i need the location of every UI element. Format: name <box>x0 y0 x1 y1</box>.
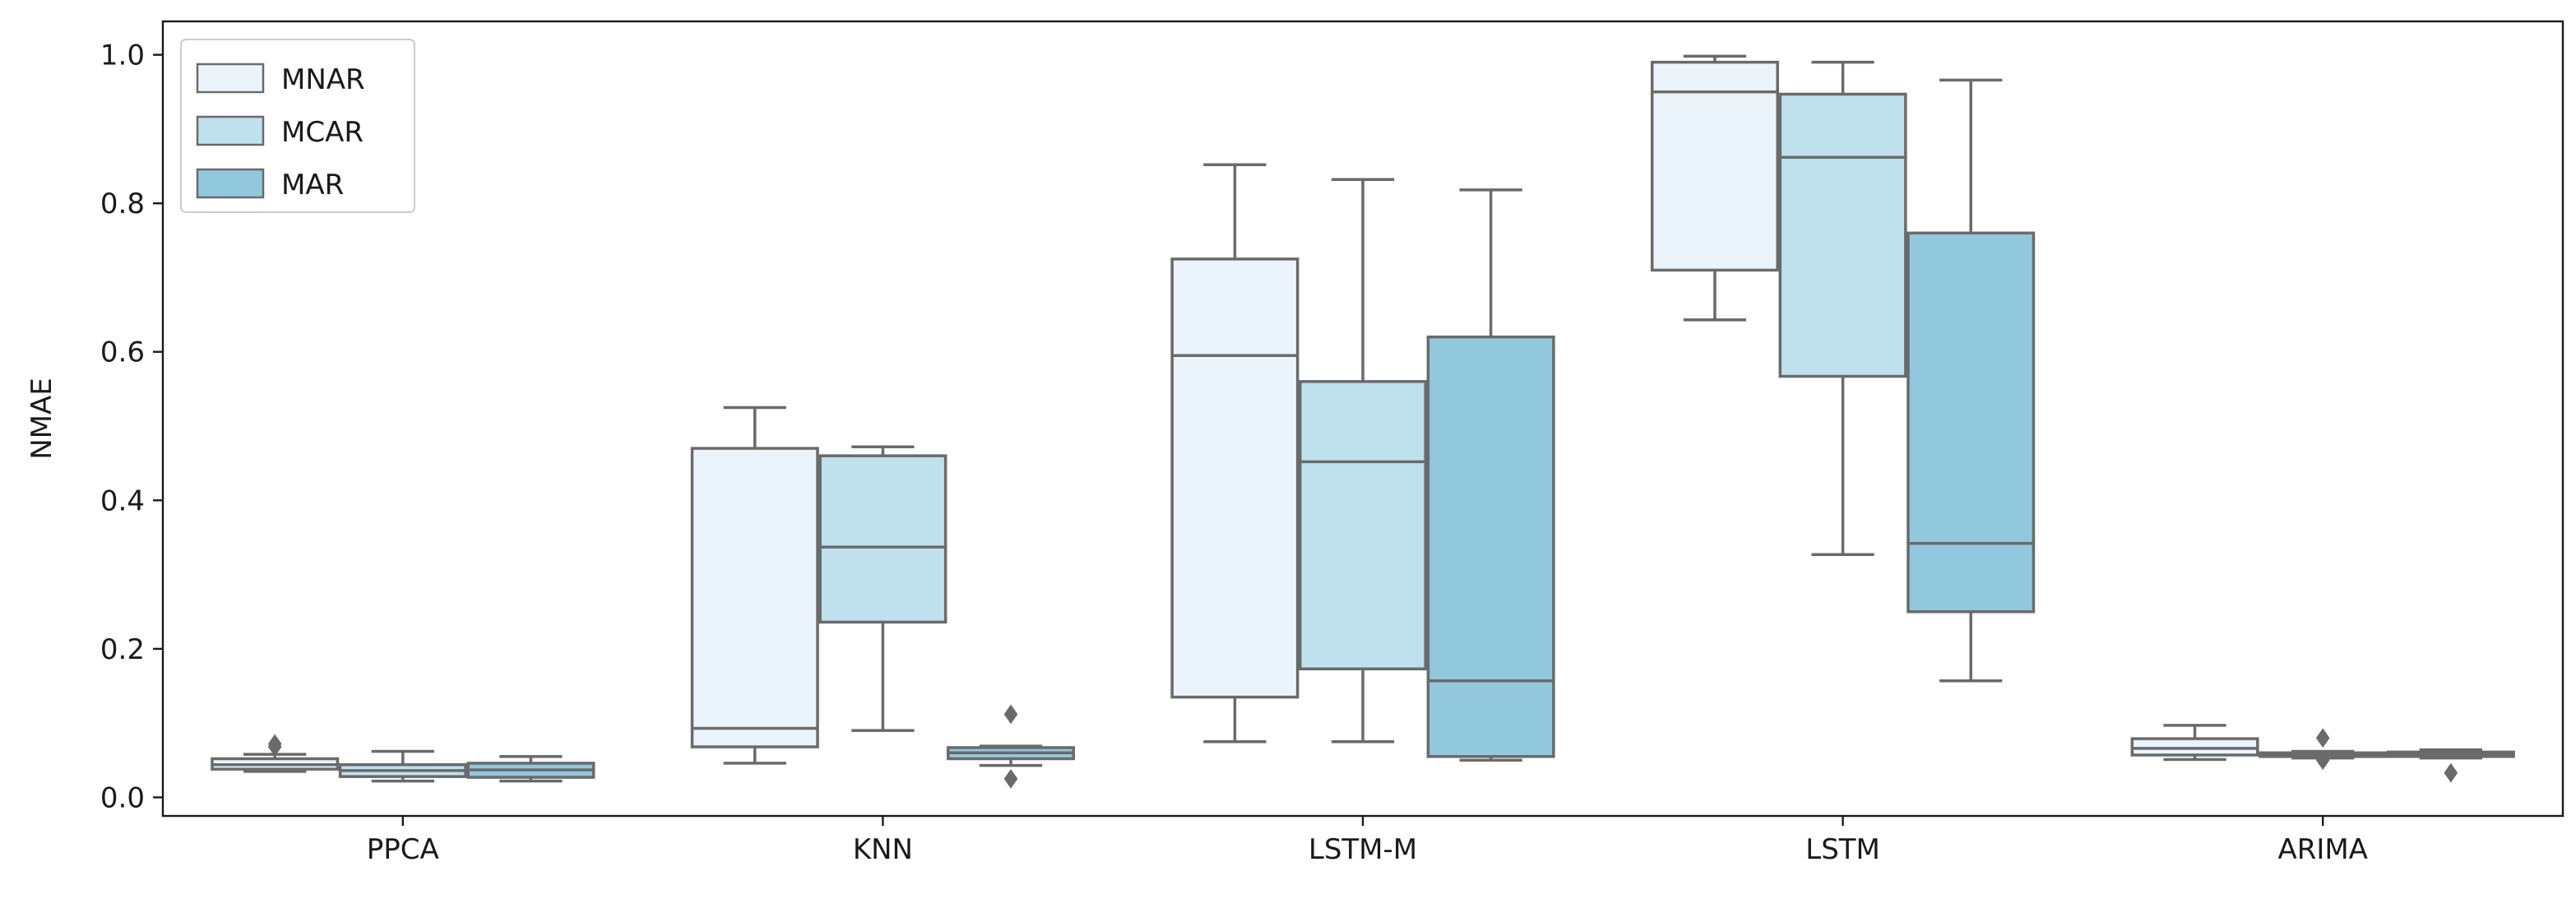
outlier-point <box>2315 750 2330 771</box>
x-tick-label: LSTM-M <box>1309 833 1417 866</box>
x-tick-label: PPCA <box>367 833 439 866</box>
x-tick-label: ARIMA <box>2277 833 2368 866</box>
y-axis-label: NMAE <box>25 378 58 460</box>
box-mar-arima <box>2386 748 2515 783</box>
y-tick-label: 1.0 <box>100 39 145 72</box>
iqr-box <box>1426 335 1555 758</box>
box-mnar-knn <box>690 405 819 765</box>
legend-label: MAR <box>281 169 344 202</box>
outlier-point <box>1003 768 1018 789</box>
iqr-box <box>1298 380 1428 670</box>
axes-layer: 0.0 0.2 0.4 0.6 0.8 1.0 PPCA KNN LSTM-M LSTM ARIMA <box>100 39 2368 866</box>
box-mcar-lstm <box>1778 60 1907 556</box>
box-mcar-arima <box>2259 728 2388 771</box>
box-mcar-knn <box>818 445 947 732</box>
x-tick-label: KNN <box>853 833 913 866</box>
box-mnar-lstm-m <box>1170 163 1300 744</box>
box-mnar-arima <box>2130 724 2259 762</box>
box-mcar-lstm-m <box>1298 178 1428 744</box>
y-tick-label: 0.4 <box>100 484 145 517</box>
outlier-point <box>2315 728 2330 748</box>
iqr-box <box>1650 60 1779 272</box>
outlier-point <box>2444 762 2458 783</box>
y-tick-label: 0.6 <box>100 336 145 369</box>
iqr-box <box>1907 231 2036 614</box>
iqr-box <box>818 454 947 624</box>
box-mar-lstm-m <box>1426 188 1555 762</box>
iqr-box <box>2130 737 2259 757</box>
x-tick-label: LSTM <box>1805 833 1880 866</box>
box-mcar-ppca <box>338 749 467 783</box>
legend-item-mar: MAR <box>196 168 344 202</box>
y-tick-label: 0.2 <box>100 633 145 666</box>
box-mar-knn <box>947 704 1076 789</box>
y-tick-label: 0.8 <box>100 188 145 220</box>
box-mar-ppca <box>466 755 595 783</box>
legend-swatch <box>196 168 265 199</box>
box-mnar-lstm <box>1650 54 1779 322</box>
iqr-box <box>1778 92 1907 378</box>
legend[interactable]: MNAR MCAR MAR <box>180 39 415 213</box>
iqr-box <box>690 447 819 748</box>
iqr-box <box>1170 257 1300 699</box>
legend-item-mcar: MCAR <box>196 115 364 149</box>
legend-label: MNAR <box>281 63 365 96</box>
legend-swatch <box>196 63 265 94</box>
y-tick-label: 0.0 <box>100 781 145 814</box>
boxes-layer <box>211 54 2515 789</box>
box-mnar-ppca <box>211 734 340 773</box>
legend-item-mnar: MNAR <box>196 63 365 96</box>
legend-label: MCAR <box>281 116 364 149</box>
box-mar-lstm <box>1907 78 2036 683</box>
outlier-point <box>267 737 282 757</box>
outlier-point <box>1003 704 1018 725</box>
legend-swatch <box>196 115 265 146</box>
